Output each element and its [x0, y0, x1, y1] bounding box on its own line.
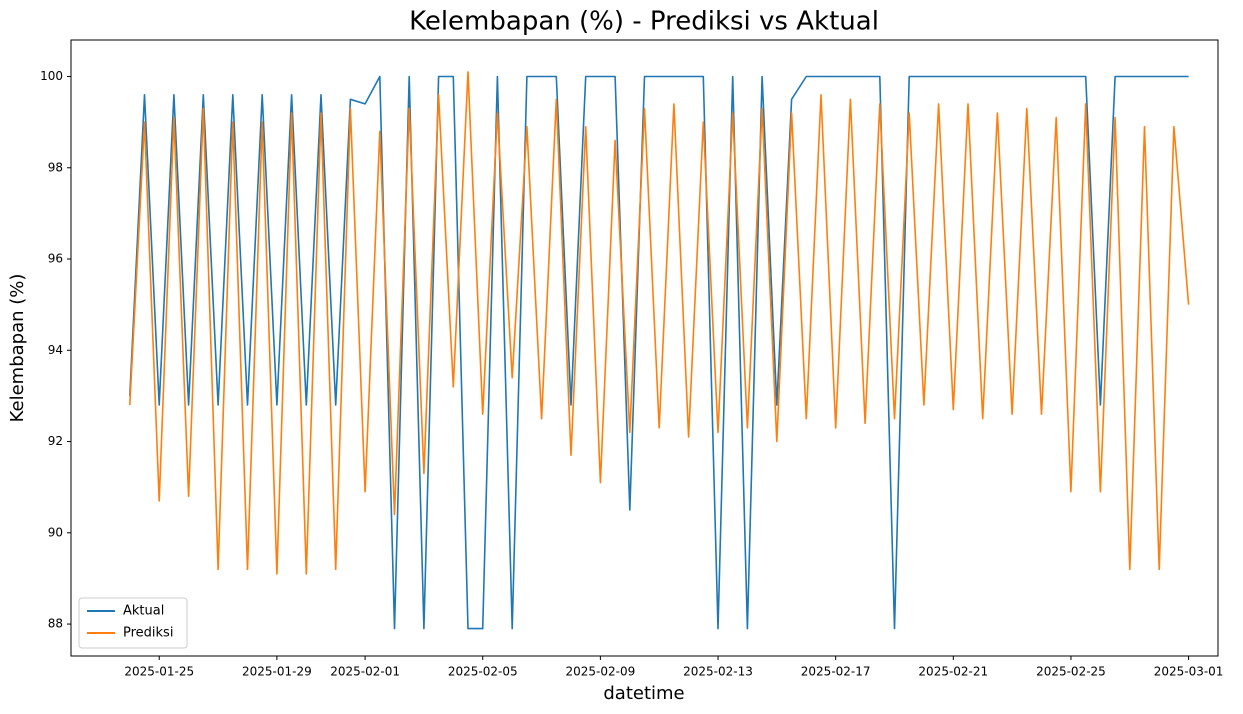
chart-title: Kelembapan (%) - Prediksi vs Aktual [409, 7, 879, 37]
x-tick-label: 2025-02-05 [448, 665, 518, 679]
y-tick-label: 100 [40, 69, 63, 83]
x-tick-label: 2025-03-01 [1154, 665, 1224, 679]
x-tick-label: 2025-02-25 [1036, 665, 1106, 679]
x-axis-label: datetime [603, 683, 684, 704]
legend-label: Prediksi [123, 626, 173, 641]
y-tick-label: 90 [48, 525, 63, 539]
y-axis-label: Kelembapan (%) [7, 274, 28, 423]
series-line [129, 71, 1190, 575]
series-line [129, 75, 1189, 630]
x-tick-label: 2025-02-09 [566, 665, 636, 679]
x-tick-label: 2025-01-25 [124, 665, 194, 679]
y-tick-label: 94 [48, 343, 63, 357]
x-tick-label: 2025-02-21 [918, 665, 988, 679]
plot-frame [70, 39, 1219, 657]
legend-label: Aktual [123, 604, 164, 619]
x-tick-label: 2025-02-13 [683, 665, 753, 679]
y-tick-label: 98 [48, 160, 63, 174]
x-tick-label: 2025-02-01 [330, 665, 400, 679]
y-tick-label: 96 [48, 252, 63, 266]
x-tick-label: 2025-02-17 [801, 665, 871, 679]
y-tick-label: 88 [48, 617, 63, 631]
y-tick-label: 92 [48, 434, 63, 448]
x-tick-label: 2025-01-29 [242, 665, 312, 679]
